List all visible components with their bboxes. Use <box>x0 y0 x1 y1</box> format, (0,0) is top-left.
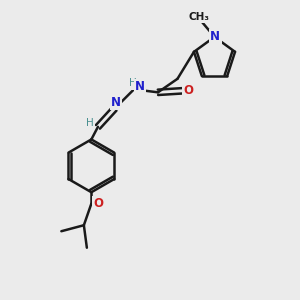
Text: N: N <box>135 80 145 93</box>
Text: O: O <box>184 84 194 97</box>
Text: CH₃: CH₃ <box>188 12 209 22</box>
Text: H: H <box>129 78 136 88</box>
Text: N: N <box>111 96 121 109</box>
Text: O: O <box>94 197 104 210</box>
Text: H: H <box>86 118 93 128</box>
Text: N: N <box>210 30 220 44</box>
